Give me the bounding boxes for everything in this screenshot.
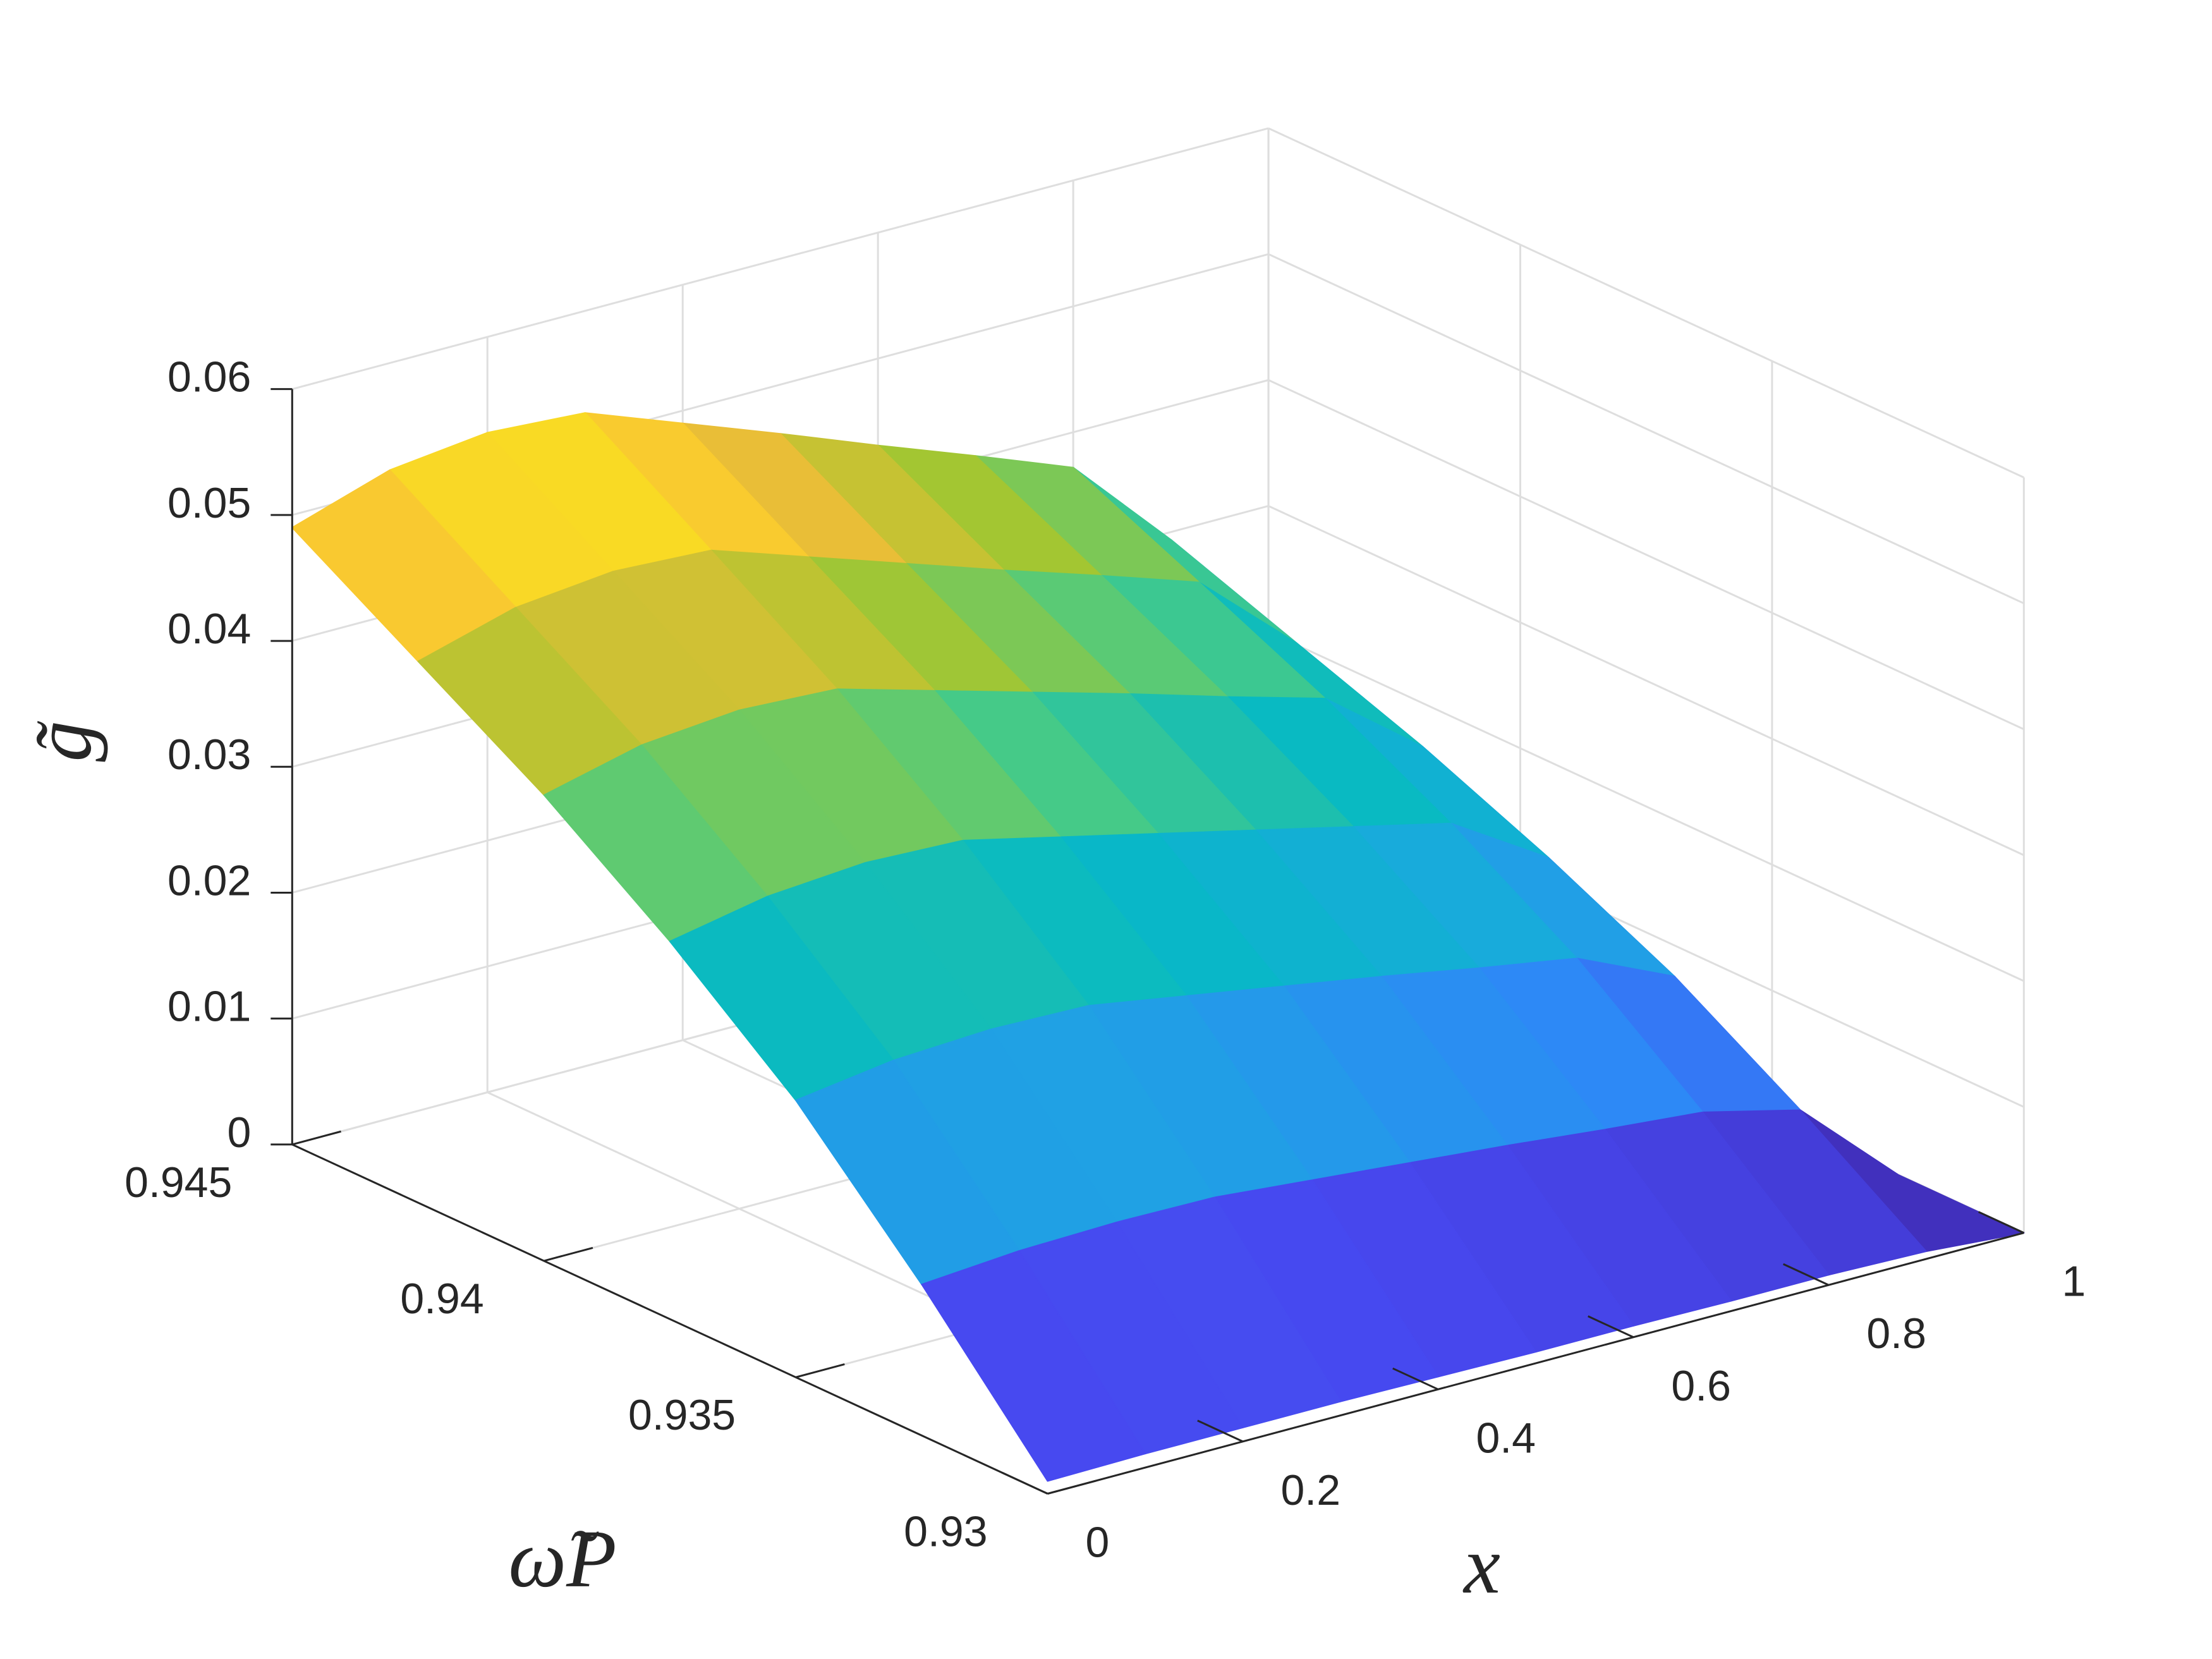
x-tick-label: 0 — [1086, 1518, 1110, 1566]
z-tick-label: 0.05 — [167, 479, 251, 527]
x-tick-label: 1 — [2062, 1258, 2086, 1306]
surface-patch — [921, 1250, 1146, 1482]
x-axis-label: x — [1462, 1520, 1500, 1611]
y-tick-label: 0.94 — [400, 1275, 483, 1323]
z-tick-label: 0.04 — [167, 605, 251, 653]
y-tick-label: 0.935 — [628, 1391, 736, 1439]
grid-line — [291, 127, 1269, 391]
x-tick-label: 0.4 — [1476, 1414, 1536, 1462]
y-axis — [291, 1143, 1048, 1495]
y-tick — [795, 1363, 845, 1378]
z-tick-label: 0.02 — [167, 856, 251, 904]
y-tick — [1047, 1480, 1097, 1495]
y-tick — [544, 1246, 593, 1262]
z-tick-label: 0.06 — [167, 353, 251, 401]
surface — [291, 412, 2025, 1482]
y-tick — [291, 1130, 341, 1146]
x-tick-label: 0.6 — [1671, 1362, 1731, 1410]
y-tick-label: 0.945 — [125, 1158, 232, 1206]
x-tick-label: 0.2 — [1280, 1466, 1340, 1514]
z-tick-label: 0.03 — [167, 731, 251, 779]
x-axis — [1047, 1232, 2024, 1495]
grid-line — [1268, 253, 2024, 605]
x-tick — [1588, 1315, 1634, 1339]
z-axis-label: g̃ — [18, 720, 109, 762]
z-tick-label: 0.01 — [167, 983, 251, 1031]
y-tick-label: 0.93 — [904, 1507, 987, 1555]
grid-line — [1268, 505, 2024, 856]
grid-line — [1268, 631, 2024, 982]
x-tick — [1783, 1263, 1829, 1286]
x-tick — [1197, 1419, 1244, 1443]
x-tick — [1392, 1367, 1439, 1390]
grid-line — [1268, 127, 2024, 478]
x-tick — [1978, 1211, 2024, 1234]
x-tick-label: 0.8 — [1866, 1310, 1926, 1358]
grid-line — [1268, 379, 2024, 731]
z-tick-label: 0 — [227, 1109, 251, 1157]
y-axis-label: ω̃P — [508, 1514, 616, 1605]
x-tick — [1002, 1471, 1048, 1495]
axes: 0 0.01 0.02 0.03 0.04 0.05 0.06 0.93 0.935 0.94 0.… — [125, 353, 2086, 1567]
